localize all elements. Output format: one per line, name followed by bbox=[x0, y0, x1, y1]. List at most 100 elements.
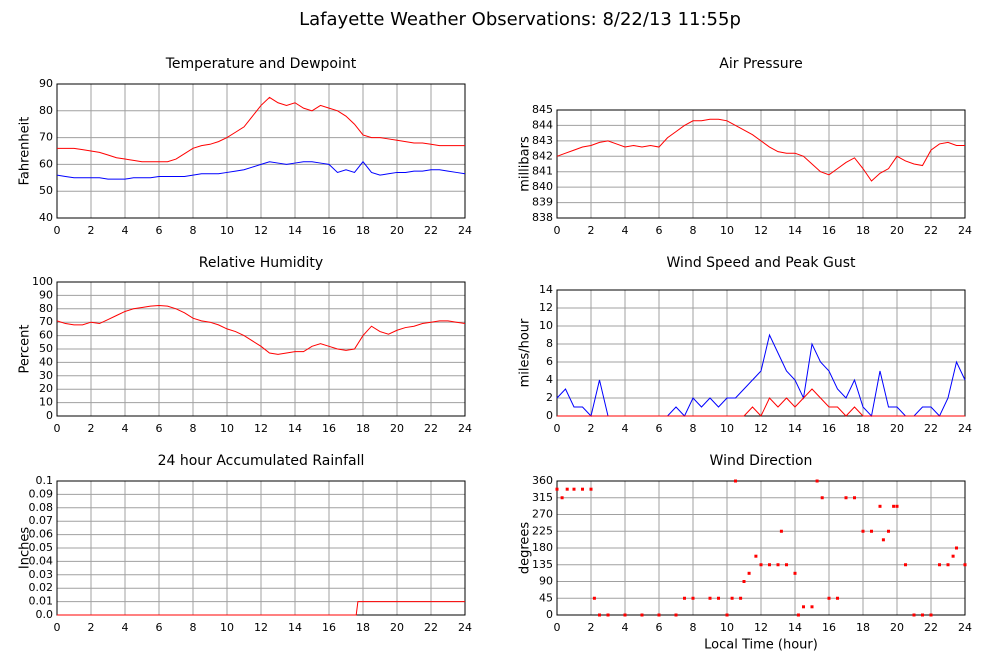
y-tick-label: 0.09 bbox=[29, 487, 54, 500]
y-tick-label: 0.05 bbox=[29, 541, 54, 554]
x-tick-label: 20 bbox=[390, 422, 404, 435]
x-tick-label: 16 bbox=[822, 422, 836, 435]
y-tick-label: 60 bbox=[39, 157, 53, 170]
data-point bbox=[742, 580, 746, 583]
x-tick-label: 24 bbox=[458, 224, 472, 237]
x-tick-label: 8 bbox=[690, 422, 697, 435]
x-tick-label: 22 bbox=[424, 224, 438, 237]
data-point bbox=[861, 529, 865, 533]
y-tick-label: 4 bbox=[546, 373, 553, 386]
data-point bbox=[955, 546, 958, 550]
y-tick-label: 8 bbox=[546, 337, 553, 350]
data-point bbox=[776, 563, 780, 567]
data-point bbox=[779, 529, 783, 533]
data-point bbox=[708, 596, 712, 600]
y-tick-label: 0.06 bbox=[29, 528, 54, 541]
y-axis-label: millibars bbox=[518, 136, 533, 192]
y-axis-label: miles/hour bbox=[518, 318, 533, 387]
data-point bbox=[572, 487, 576, 491]
x-tick-label: 14 bbox=[788, 224, 802, 237]
data-point bbox=[606, 613, 610, 617]
data-point bbox=[598, 613, 601, 617]
x-tick-label: 2 bbox=[588, 224, 595, 237]
x-tick-label: 2 bbox=[88, 224, 95, 237]
y-tick-label: 842 bbox=[532, 149, 553, 162]
x-tick-label: 2 bbox=[588, 422, 595, 435]
x-tick-label: 16 bbox=[322, 422, 336, 435]
x-tick-label: 20 bbox=[890, 621, 904, 634]
y-tick-label: 360 bbox=[532, 474, 553, 487]
x-tick-label: 24 bbox=[958, 422, 972, 435]
data-point bbox=[768, 563, 771, 567]
y-axis-label: degrees bbox=[518, 522, 533, 575]
y-tick-label: 270 bbox=[532, 508, 553, 521]
x-tick-label: 14 bbox=[288, 224, 302, 237]
x-tick-label: 18 bbox=[356, 422, 370, 435]
data-point bbox=[785, 563, 788, 567]
y-tick-label: 10 bbox=[39, 396, 53, 409]
chart-title: Temperature and Dewpoint bbox=[165, 56, 357, 72]
data-point bbox=[725, 613, 729, 617]
y-tick-label: 6 bbox=[546, 355, 553, 368]
data-point bbox=[747, 571, 751, 575]
data-point bbox=[912, 613, 916, 617]
data-point bbox=[560, 496, 564, 500]
data-point bbox=[963, 563, 967, 567]
x-tick-label: 0 bbox=[54, 621, 61, 634]
y-tick-label: 841 bbox=[532, 165, 553, 178]
data-point bbox=[853, 496, 856, 500]
y-tick-label: 70 bbox=[39, 131, 53, 144]
y-tick-label: 14 bbox=[539, 283, 553, 296]
data-point bbox=[887, 529, 890, 533]
data-point bbox=[739, 596, 743, 600]
x-tick-label: 18 bbox=[856, 422, 870, 435]
y-tick-label: 45 bbox=[539, 591, 553, 604]
y-tick-label: 30 bbox=[39, 369, 53, 382]
x-tick-label: 24 bbox=[958, 224, 972, 237]
x-tick-label: 20 bbox=[390, 621, 404, 634]
x-tick-label: 22 bbox=[924, 422, 938, 435]
y-tick-label: 90 bbox=[539, 575, 553, 588]
x-tick-label: 4 bbox=[122, 224, 129, 237]
x-tick-label: 8 bbox=[190, 422, 197, 435]
x-tick-label: 22 bbox=[424, 422, 438, 435]
plot-frame bbox=[556, 109, 966, 219]
y-axis-label: Fahrenheit bbox=[18, 117, 33, 186]
y-tick-label: 80 bbox=[39, 302, 53, 315]
y-tick-label: 100 bbox=[32, 275, 53, 288]
x-tick-label: 0 bbox=[554, 422, 561, 435]
x-tick-label: 18 bbox=[856, 224, 870, 237]
x-tick-label: 10 bbox=[720, 422, 734, 435]
chart-title: Air Pressure bbox=[719, 56, 802, 72]
data-point bbox=[946, 563, 950, 567]
x-tick-label: 4 bbox=[622, 224, 629, 237]
y-tick-label: 840 bbox=[532, 180, 553, 193]
x-tick-label: 6 bbox=[656, 224, 663, 237]
chart-title: Wind Speed and Peak Gust bbox=[667, 255, 856, 271]
x-tick-label: 16 bbox=[822, 621, 836, 634]
x-tick-label: 0 bbox=[554, 621, 561, 634]
y-tick-label: 90 bbox=[39, 77, 53, 90]
chart-title: Wind Direction bbox=[710, 453, 813, 469]
plot-frame bbox=[556, 480, 966, 616]
data-point bbox=[827, 596, 831, 600]
x-tick-label: 6 bbox=[156, 224, 163, 237]
x-tick-label: 4 bbox=[122, 422, 129, 435]
x-tick-label: 16 bbox=[822, 224, 836, 237]
y-tick-label: 12 bbox=[539, 301, 553, 314]
y-tick-label: 845 bbox=[532, 103, 553, 116]
y-tick-label: 0.02 bbox=[29, 581, 54, 594]
data-point bbox=[836, 596, 839, 600]
x-tick-label: 22 bbox=[924, 224, 938, 237]
data-point bbox=[844, 496, 848, 500]
y-tick-label: 839 bbox=[532, 196, 553, 209]
y-tick-label: 40 bbox=[39, 211, 53, 224]
x-tick-label: 14 bbox=[788, 422, 802, 435]
x-tick-label: 14 bbox=[288, 621, 302, 634]
data-point bbox=[802, 605, 805, 609]
data-point bbox=[581, 487, 584, 491]
y-tick-label: 60 bbox=[39, 329, 53, 342]
data-point bbox=[820, 496, 824, 500]
data-point bbox=[730, 596, 734, 600]
